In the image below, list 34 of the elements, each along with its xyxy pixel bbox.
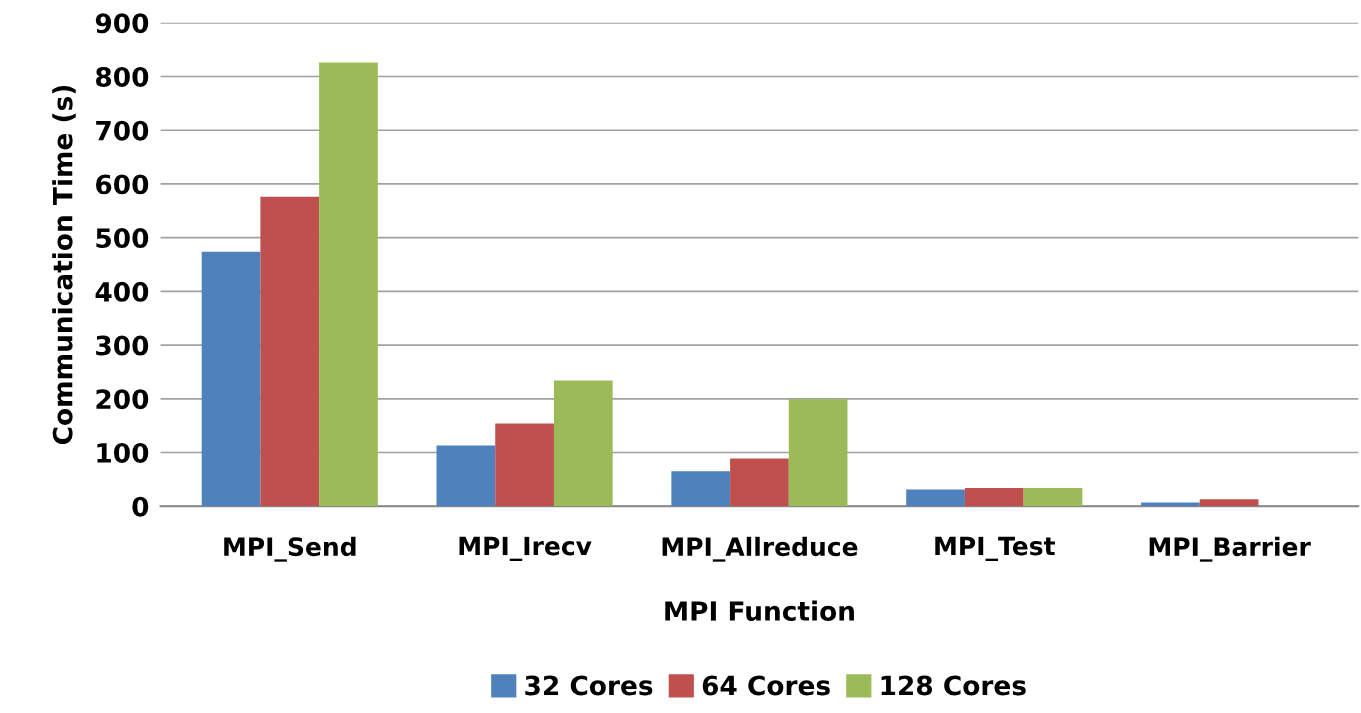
bar: [671, 471, 731, 507]
y-tick-label: 400: [95, 281, 149, 302]
bar: [436, 445, 496, 507]
y-tick-label: 100: [97, 442, 149, 463]
y-tick-label: 500: [96, 228, 149, 249]
bar: [1141, 502, 1200, 507]
legend-label: 64 Cores: [702, 675, 830, 696]
bar: [201, 251, 261, 507]
y-tick-label: 300: [96, 335, 149, 356]
y-tick-label: 200: [96, 389, 149, 410]
x-axis-title: MPI Function: [665, 600, 854, 621]
x-tick-label: MPI_Send: [224, 536, 356, 562]
bar: [730, 458, 789, 507]
legend-label: 128 Cores: [881, 675, 1026, 696]
x-tick-label: MPI_Irecv: [459, 536, 592, 561]
bar: [1199, 499, 1259, 507]
y-tick-label: 600: [96, 174, 149, 195]
bar: [906, 489, 965, 507]
x-tick-label: MPI_Test: [935, 536, 1055, 561]
bar: [260, 196, 320, 507]
bar: [495, 423, 554, 507]
bar: [964, 487, 1024, 507]
bar: [1023, 487, 1083, 507]
bar: [788, 399, 848, 507]
x-tick-label: MPI_Barrier: [1149, 536, 1311, 562]
y-tick-label: 700: [96, 120, 149, 141]
bar: [553, 380, 613, 507]
x-tick-label: MPI_Allreduce: [662, 536, 858, 562]
y-axis-title: Communication Time (s): [52, 85, 76, 445]
legend-label: 32 Cores: [525, 675, 653, 696]
y-tick-label: 0: [132, 496, 149, 517]
y-tick-label: 800: [96, 66, 149, 87]
y-tick-label: 900: [95, 13, 149, 34]
bar: [319, 62, 378, 507]
